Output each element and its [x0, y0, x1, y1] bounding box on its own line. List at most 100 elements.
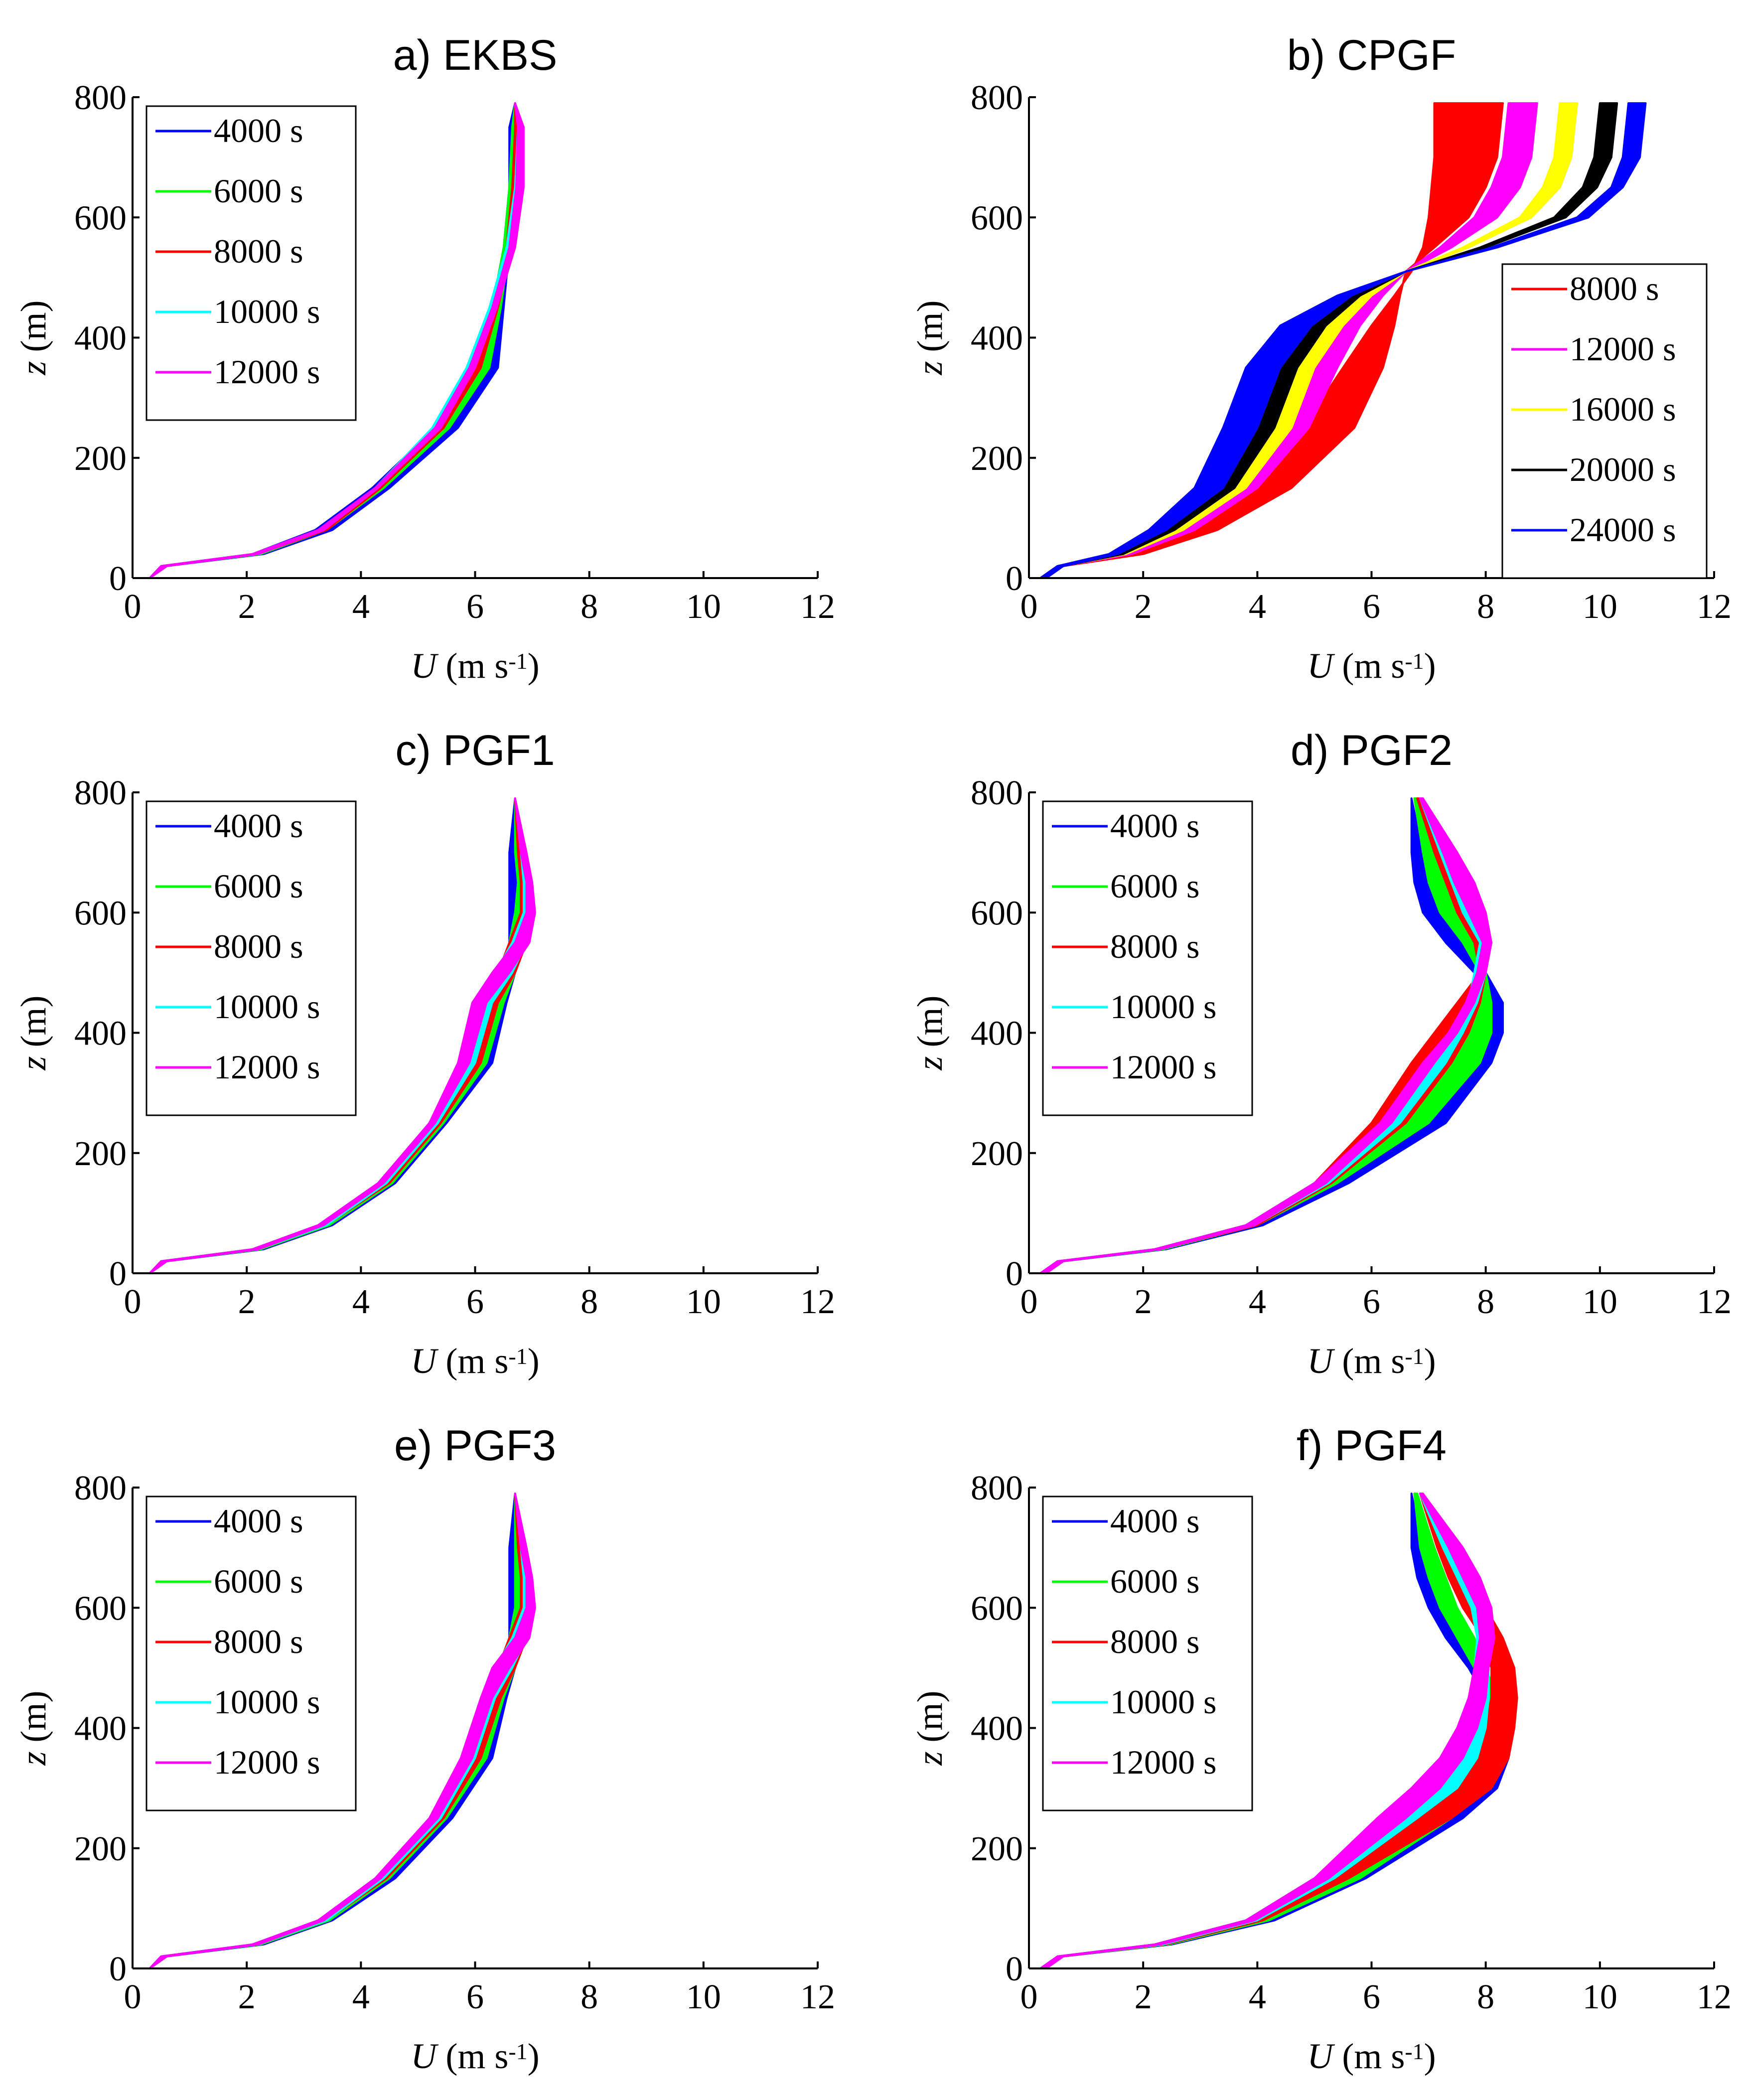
x-tick-label: 0	[1020, 1283, 1038, 1321]
legend-label: 8000 s	[1110, 1623, 1199, 1660]
x-tick-label: 10	[1583, 1978, 1617, 2016]
chart-title: d) PGF2	[1291, 727, 1453, 774]
y-axis-label: z (m)	[910, 996, 950, 1071]
x-tick-label: 8	[1477, 1978, 1494, 2016]
panel-a: a) EKBS 0 2 4 6 8 10 12 0 200 400 600 800 U (m s-1) z …	[13, 31, 835, 686]
x-tick-label: 4	[1249, 1978, 1266, 2016]
panel-b: b) CPGF 0 2 4 6 8 10 12 0 200 400 600 800 U (m s-1) z …	[910, 31, 1732, 686]
x-tick-label: 8	[581, 1283, 598, 1321]
y-tick-label: 200	[74, 440, 127, 478]
x-tick-label: 6	[1363, 1283, 1380, 1321]
x-axis-label: U (m s-1)	[1307, 1341, 1436, 1381]
legend-label: 4000 s	[214, 1502, 303, 1540]
x-tick-label: 0	[1020, 1978, 1038, 2016]
legend-label: 8000 s	[214, 232, 303, 270]
chart-title: c) PGF1	[395, 727, 555, 774]
legend-label: 12000 s	[214, 353, 320, 391]
legend-label: 10000 s	[214, 988, 320, 1026]
chart-title: f) PGF4	[1297, 1422, 1447, 1470]
legend-label: 12000 s	[1110, 1743, 1216, 1781]
series-band-12000-s	[1039, 1493, 1495, 1969]
legend-label: 24000 s	[1570, 511, 1676, 549]
x-tick-label: 6	[466, 1978, 484, 2016]
x-axis-label: U (m s-1)	[1307, 2036, 1436, 2076]
panel-e: e) PGF3 0 2 4 6 8 10 12 0 200 400 600 800 U (m s-1) z …	[13, 1422, 835, 2076]
x-tick-label: 10	[686, 1283, 721, 1321]
x-tick-label: 12	[800, 1978, 835, 2016]
y-tick-label: 800	[971, 1469, 1023, 1507]
series-group	[148, 797, 536, 1274]
legend: 4000 s 6000 s 8000 s 10000 s 12000 s	[145, 1496, 357, 1811]
y-tick-label: 800	[74, 79, 127, 117]
x-tick-label: 12	[1697, 1978, 1732, 2016]
legend-label: 20000 s	[1570, 450, 1676, 488]
y-axis-label: z (m)	[910, 300, 950, 376]
legend-label: 8000 s	[214, 927, 303, 965]
y-tick-label: 800	[74, 1469, 127, 1507]
legend-label: 12000 s	[1570, 330, 1676, 368]
legend-label: 12000 s	[214, 1048, 320, 1086]
legend-label: 6000 s	[1110, 867, 1199, 905]
panel-c: c) PGF1 0 2 4 6 8 10 12 0 200 400 600 800 U (m s-1) z …	[13, 727, 835, 1381]
legend: 4000 s 6000 s 8000 s 10000 s 12000 s	[145, 105, 357, 421]
series-group	[1039, 797, 1504, 1274]
legend-box	[1501, 263, 1708, 579]
legend-label: 6000 s	[1110, 1562, 1199, 1600]
x-tick-label: 2	[238, 588, 256, 626]
x-tick-label: 0	[1020, 588, 1038, 626]
legend-label: 12000 s	[1110, 1048, 1216, 1086]
x-tick-label: 8	[581, 588, 598, 626]
y-tick-label: 0	[1006, 560, 1023, 598]
x-tick-label: 0	[124, 1978, 142, 2016]
x-tick-label: 12	[800, 588, 835, 626]
legend-label: 8000 s	[1570, 270, 1659, 307]
x-tick-label: 4	[352, 1978, 370, 2016]
legend-box	[1042, 800, 1253, 1116]
series-band-12000-s	[1039, 797, 1493, 1274]
legend-label: 10000 s	[1110, 988, 1216, 1026]
y-tick-label: 400	[971, 319, 1023, 358]
y-tick-label: 400	[74, 1015, 127, 1053]
legend: 8000 s 12000 s 16000 s 20000 s 24000 s	[1501, 263, 1708, 579]
y-tick-label: 200	[971, 440, 1023, 478]
x-tick-label: 2	[238, 1283, 256, 1321]
x-tick-label: 8	[1477, 1283, 1494, 1321]
series-group	[148, 102, 525, 579]
x-tick-label: 10	[686, 1978, 721, 2016]
panel-d: d) PGF2 0 2 4 6 8 10 12 0 200 400 600 800 U (m s-1) z …	[910, 727, 1732, 1381]
legend-box	[145, 800, 357, 1116]
x-axis-label: U (m s-1)	[1307, 646, 1436, 686]
y-axis-label: z (m)	[910, 1691, 950, 1766]
y-tick-label: 800	[971, 774, 1023, 812]
x-tick-label: 0	[124, 1283, 142, 1321]
y-axis-label: z (m)	[13, 300, 53, 376]
x-tick-label: 2	[238, 1978, 256, 2016]
y-tick-label: 600	[74, 894, 127, 932]
legend-label: 4000 s	[214, 807, 303, 845]
x-tick-label: 6	[1363, 1978, 1380, 2016]
y-tick-label: 400	[74, 1710, 127, 1748]
y-tick-label: 200	[971, 1830, 1023, 1868]
y-tick-label: 0	[109, 1255, 127, 1293]
legend-label: 8000 s	[214, 1623, 303, 1660]
chart-title: e) PGF3	[394, 1422, 556, 1470]
series-group	[1039, 1493, 1518, 1969]
x-tick-label: 10	[686, 588, 721, 626]
x-tick-label: 2	[1135, 1283, 1152, 1321]
legend-label: 4000 s	[1110, 1502, 1199, 1540]
series-group	[1039, 102, 1647, 579]
series-band-24000-s	[1039, 102, 1647, 579]
y-tick-label: 400	[971, 1710, 1023, 1748]
series-band-12000-s	[148, 797, 536, 1274]
x-tick-label: 8	[1477, 588, 1494, 626]
series-band-12000-s	[148, 102, 525, 579]
x-tick-label: 4	[352, 588, 370, 626]
legend-label: 8000 s	[1110, 927, 1199, 965]
x-tick-label: 4	[352, 1283, 370, 1321]
x-tick-label: 12	[1697, 588, 1732, 626]
y-tick-label: 600	[74, 199, 127, 237]
y-tick-label: 400	[74, 319, 127, 358]
panel-f: f) PGF4 0 2 4 6 8 10 12 0 200 400 600 800 U (m s-1) z …	[910, 1422, 1732, 2076]
x-tick-label: 2	[1135, 1978, 1152, 2016]
